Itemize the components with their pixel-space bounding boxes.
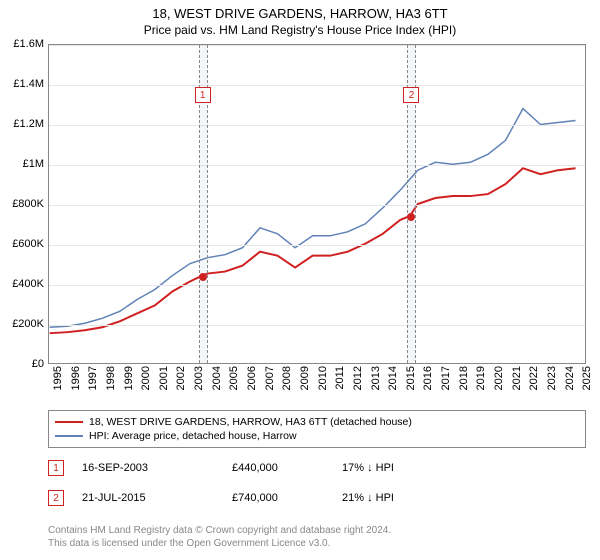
sale-delta: 17% ↓ HPI: [342, 462, 586, 474]
chart-title: 18, WEST DRIVE GARDENS, HARROW, HA3 6TT: [0, 6, 600, 21]
series-line-property_price: [50, 168, 576, 333]
sale-marker-badge: 1: [195, 87, 211, 103]
y-tick-label: £1.2M: [13, 118, 44, 130]
sale-row: 2 21-JUL-2015 £740,000 21% ↓ HPI: [48, 490, 586, 506]
sale-date: 16-SEP-2003: [82, 462, 232, 474]
legend-label: HPI: Average price, detached house, Harr…: [89, 430, 297, 442]
title-block: 18, WEST DRIVE GARDENS, HARROW, HA3 6TT …: [0, 0, 600, 39]
sale-dot-icon: [407, 213, 415, 221]
x-tick-label: 2003: [193, 366, 205, 390]
x-tick-label: 2004: [211, 366, 223, 390]
x-tick-label: 2023: [546, 366, 558, 390]
x-tick-label: 2024: [564, 366, 576, 390]
x-tick-label: 2019: [475, 366, 487, 390]
y-tick-label: £1.6M: [13, 38, 44, 50]
legend-swatch-icon: [55, 435, 83, 437]
x-tick-label: 1998: [105, 366, 117, 390]
x-tick-label: 2002: [175, 366, 187, 390]
footnote: Contains HM Land Registry data © Crown c…: [48, 524, 586, 550]
chart-container: 18, WEST DRIVE GARDENS, HARROW, HA3 6TT …: [0, 0, 600, 560]
y-tick-label: £0: [32, 358, 44, 370]
legend-item: HPI: Average price, detached house, Harr…: [55, 429, 579, 443]
x-tick-label: 1999: [123, 366, 135, 390]
x-tick-label: 2012: [352, 366, 364, 390]
x-tick-label: 2007: [264, 366, 276, 390]
x-tick-label: 2025: [581, 366, 593, 390]
x-tick-label: 2022: [528, 366, 540, 390]
x-tick-label: 2015: [405, 366, 417, 390]
plot-area: 12: [48, 44, 586, 364]
x-tick-label: 2016: [422, 366, 434, 390]
x-tick-label: 1996: [70, 366, 82, 390]
x-tick-label: 2000: [140, 366, 152, 390]
x-tick-label: 2001: [158, 366, 170, 390]
sale-date: 21-JUL-2015: [82, 492, 232, 504]
y-tick-label: £1M: [23, 158, 44, 170]
chart-subtitle: Price paid vs. HM Land Registry's House …: [0, 23, 600, 37]
sale-row: 1 16-SEP-2003 £440,000 17% ↓ HPI: [48, 460, 586, 476]
x-tick-label: 2013: [370, 366, 382, 390]
x-tick-label: 2014: [387, 366, 399, 390]
legend: 18, WEST DRIVE GARDENS, HARROW, HA3 6TT …: [48, 410, 586, 448]
x-tick-label: 2011: [334, 366, 346, 390]
x-tick-label: 2008: [281, 366, 293, 390]
sale-marker-icon: 1: [48, 460, 64, 476]
sale-marker-icon: 2: [48, 490, 64, 506]
x-tick-label: 2010: [317, 366, 329, 390]
x-tick-label: 2017: [440, 366, 452, 390]
legend-label: 18, WEST DRIVE GARDENS, HARROW, HA3 6TT …: [89, 416, 412, 428]
x-tick-label: 1997: [87, 366, 99, 390]
legend-swatch-icon: [55, 421, 83, 423]
footnote-line: This data is licensed under the Open Gov…: [48, 538, 330, 549]
sale-marker-badge: 2: [403, 87, 419, 103]
x-tick-label: 2020: [493, 366, 505, 390]
x-tick-label: 2005: [228, 366, 240, 390]
sale-dot-icon: [199, 273, 207, 281]
series-line-hpi: [50, 109, 576, 328]
y-tick-label: £800K: [12, 198, 44, 210]
y-tick-label: £400K: [12, 278, 44, 290]
x-tick-label: 2006: [246, 366, 258, 390]
y-tick-label: £600K: [12, 238, 44, 250]
chart-svg: [49, 45, 585, 363]
sale-price: £740,000: [232, 492, 342, 504]
y-tick-label: £1.4M: [13, 78, 44, 90]
legend-item: 18, WEST DRIVE GARDENS, HARROW, HA3 6TT …: [55, 415, 579, 429]
sale-price: £440,000: [232, 462, 342, 474]
footnote-line: Contains HM Land Registry data © Crown c…: [48, 525, 391, 536]
x-tick-label: 1995: [52, 366, 64, 390]
sale-delta: 21% ↓ HPI: [342, 492, 586, 504]
x-tick-label: 2018: [458, 366, 470, 390]
x-tick-label: 2009: [299, 366, 311, 390]
y-tick-label: £200K: [12, 318, 44, 330]
x-tick-label: 2021: [511, 366, 523, 390]
